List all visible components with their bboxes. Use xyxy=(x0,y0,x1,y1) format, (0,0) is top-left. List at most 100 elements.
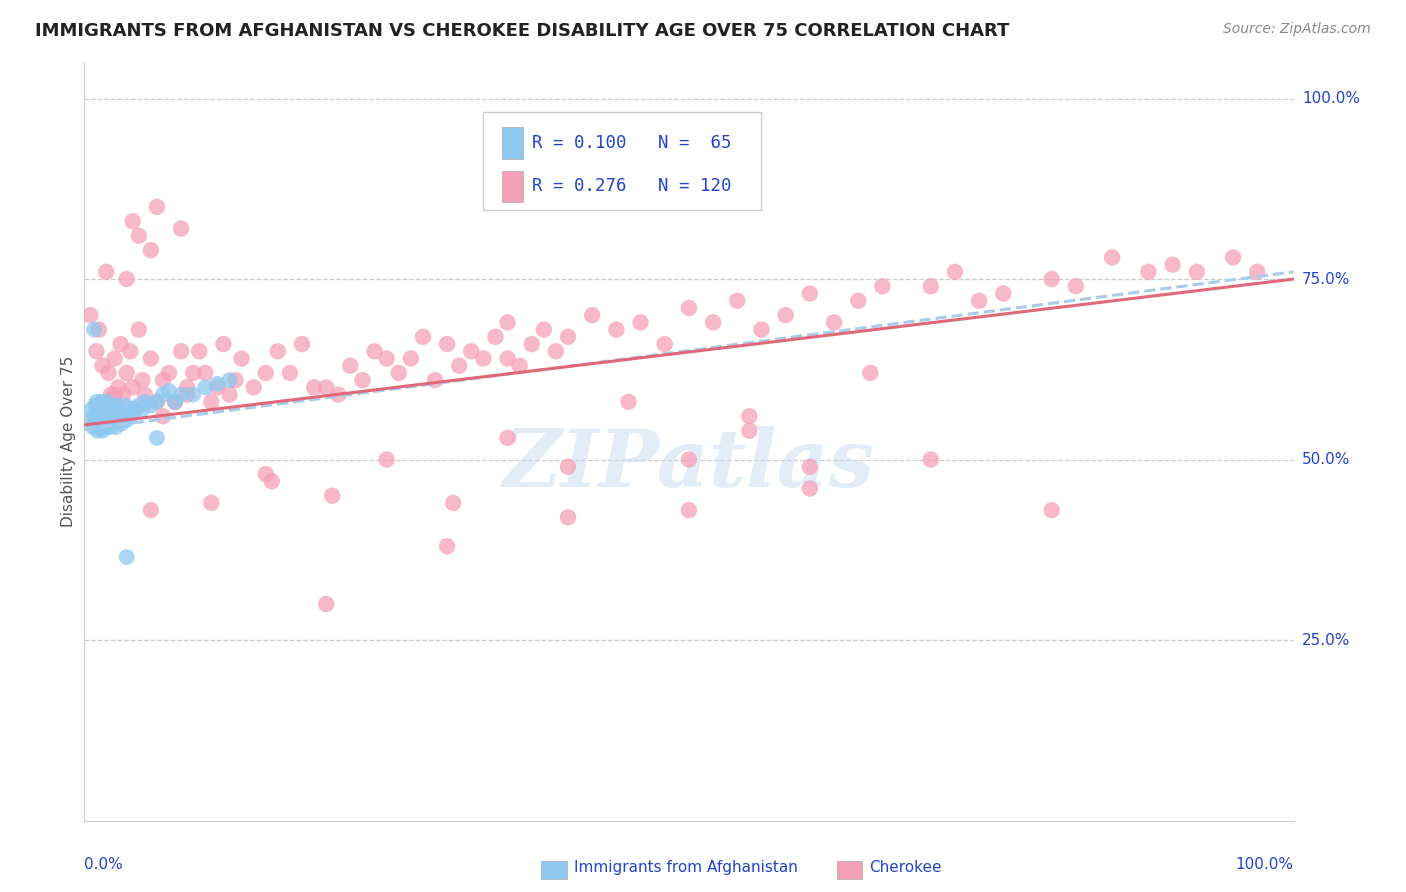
FancyBboxPatch shape xyxy=(502,127,523,159)
Point xyxy=(100,406,122,420)
Point xyxy=(152,409,174,424)
Point xyxy=(86,406,108,420)
Point xyxy=(79,308,101,322)
Point xyxy=(846,293,869,308)
Point xyxy=(91,402,114,417)
Point xyxy=(328,387,350,401)
Point xyxy=(90,402,112,417)
Point xyxy=(218,387,240,401)
FancyBboxPatch shape xyxy=(502,170,523,202)
Point xyxy=(120,409,142,424)
Point xyxy=(799,482,821,496)
Point xyxy=(104,413,127,427)
Point xyxy=(496,351,519,366)
Point xyxy=(1040,272,1063,286)
Point xyxy=(207,380,229,394)
Point xyxy=(115,366,138,380)
Text: R = 0.276   N = 120: R = 0.276 N = 120 xyxy=(531,178,731,195)
Point xyxy=(557,330,579,344)
Point xyxy=(544,344,567,359)
Point xyxy=(146,200,169,214)
Point xyxy=(157,366,180,380)
Point xyxy=(97,409,120,424)
Point xyxy=(363,344,385,359)
Point xyxy=(110,406,132,420)
Point xyxy=(134,394,156,409)
Point xyxy=(152,373,174,387)
Point xyxy=(943,265,966,279)
Point xyxy=(93,406,115,420)
Point xyxy=(1064,279,1087,293)
Point xyxy=(91,359,114,373)
Point xyxy=(1040,503,1063,517)
Point xyxy=(146,394,169,409)
Point xyxy=(533,323,555,337)
Point xyxy=(751,323,773,337)
Point xyxy=(139,243,162,257)
Point xyxy=(94,399,117,413)
Point xyxy=(775,308,797,322)
Point xyxy=(1161,258,1184,272)
Point xyxy=(1185,265,1208,279)
Point xyxy=(107,380,129,394)
Point xyxy=(212,337,235,351)
Point xyxy=(352,373,374,387)
Point xyxy=(93,417,115,431)
Point xyxy=(94,420,117,434)
Point xyxy=(557,510,579,524)
Point xyxy=(118,402,141,417)
Point xyxy=(121,380,143,394)
Point xyxy=(94,265,117,279)
Point xyxy=(87,413,110,427)
Point xyxy=(218,373,240,387)
Point xyxy=(702,315,724,329)
Point xyxy=(94,413,117,427)
Point xyxy=(134,387,156,401)
Point xyxy=(170,221,193,235)
Point xyxy=(89,409,111,424)
Point xyxy=(170,344,193,359)
Point xyxy=(460,344,482,359)
Point xyxy=(87,399,110,413)
Text: Source: ZipAtlas.com: Source: ZipAtlas.com xyxy=(1223,22,1371,37)
Point xyxy=(83,409,105,424)
Point xyxy=(557,459,579,474)
Point xyxy=(131,402,153,417)
Point xyxy=(423,373,446,387)
Point xyxy=(97,417,120,431)
Point xyxy=(97,366,120,380)
Point xyxy=(139,503,162,517)
Point xyxy=(872,279,894,293)
Point xyxy=(200,496,222,510)
Point xyxy=(225,373,247,387)
Point xyxy=(441,496,464,510)
Point xyxy=(112,387,135,401)
Point xyxy=(278,366,301,380)
Point xyxy=(509,359,531,373)
Point xyxy=(104,387,127,401)
Point xyxy=(188,344,211,359)
Point xyxy=(993,286,1015,301)
Point xyxy=(139,351,162,366)
Text: 25.0%: 25.0% xyxy=(1302,632,1350,648)
Point xyxy=(1222,251,1244,265)
Point xyxy=(725,293,748,308)
Point xyxy=(449,359,471,373)
Point xyxy=(107,399,129,413)
Point xyxy=(90,394,112,409)
Point xyxy=(254,366,277,380)
Point xyxy=(165,394,187,409)
Text: 100.0%: 100.0% xyxy=(1236,856,1294,871)
Point xyxy=(157,384,180,398)
Point xyxy=(96,394,118,409)
Text: ZIPatlas: ZIPatlas xyxy=(503,425,875,503)
Point xyxy=(96,402,118,417)
Point xyxy=(678,301,700,315)
Point xyxy=(91,413,114,427)
Point xyxy=(112,409,135,424)
Point xyxy=(207,376,229,391)
Point xyxy=(321,489,343,503)
Point xyxy=(165,394,187,409)
Point xyxy=(176,380,198,394)
Point xyxy=(678,503,700,517)
